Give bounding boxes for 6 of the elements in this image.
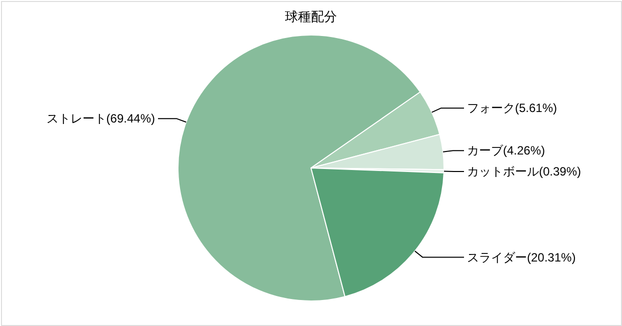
slice-label: フォーク(5.61%) (467, 101, 558, 116)
slice-label: ストレート(69.44%) (46, 112, 155, 126)
chart-title: 球種配分 (285, 9, 337, 24)
slice-label: カットボール(0.39%) (467, 164, 582, 178)
slice-label: スライダー(20.31%) (467, 250, 576, 264)
slice-label: カーブ(4.26%) (467, 144, 546, 158)
